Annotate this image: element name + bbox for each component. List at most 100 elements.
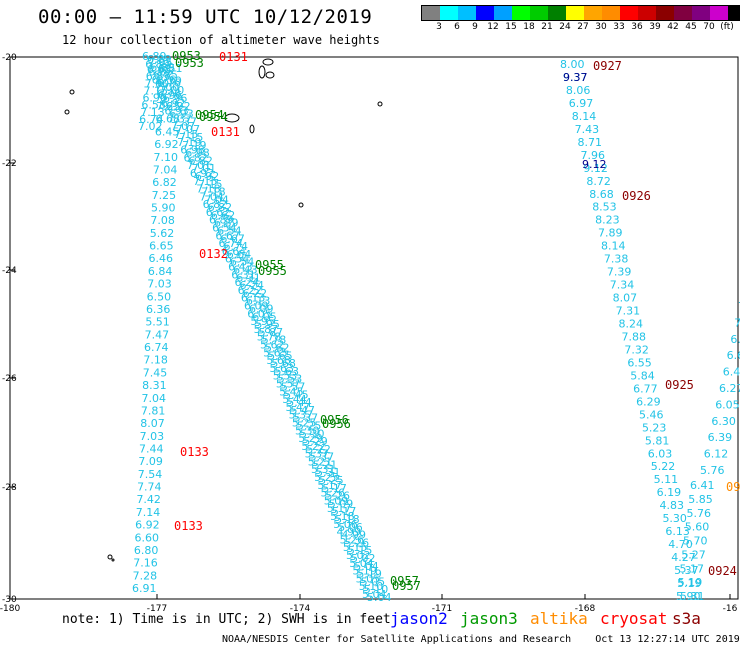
- wave-height-value: 8.07: [140, 417, 165, 430]
- highlight-value: 9.37: [563, 71, 588, 84]
- wave-height-value: 6.54: [217, 225, 242, 238]
- footer-note: note: 1) Time is in UTC; 2) SWH is in fe…: [62, 612, 391, 627]
- colorbar-swatch: [548, 6, 566, 20]
- island-outline: [258, 65, 266, 79]
- wave-height-value: 5.62: [260, 338, 285, 351]
- wave-height-value: 6.74: [144, 341, 169, 354]
- wave-height-value: 6.51: [158, 62, 183, 75]
- wave-height-value: 6.09: [244, 300, 269, 313]
- lat-label: -20: [2, 53, 17, 63]
- wave-height-value: 5.15: [343, 541, 368, 554]
- wave-height-value: 6.13: [665, 525, 690, 538]
- colorbar-label: 3: [436, 22, 442, 32]
- wave-height-value: 6.22: [238, 284, 262, 297]
- wave-height-value: 6.82: [208, 201, 233, 214]
- wave-height-value: 5.10: [359, 580, 384, 593]
- wave-height-value: 6.43: [233, 264, 258, 277]
- wave-height-value: 7.15: [193, 175, 218, 188]
- island-outline: [64, 109, 70, 115]
- wave-height-value: 6.80: [134, 544, 159, 557]
- wave-height-value: 5.27: [681, 548, 706, 561]
- wave-height-value: 5.17: [317, 479, 342, 492]
- wave-height-value: 5.19: [357, 568, 382, 581]
- wave-height-value: 5.22: [651, 460, 676, 473]
- wave-height-value: 6.85: [148, 66, 173, 79]
- wave-height-value: 5.04: [354, 560, 379, 573]
- wave-height-value: 5.44: [287, 396, 312, 409]
- colorbar-swatch: [566, 6, 584, 20]
- wave-height-value: 6.92: [195, 170, 220, 183]
- wave-height-value: 6.89: [150, 61, 175, 74]
- colorbar-label: 15: [505, 22, 517, 32]
- wave-height-value: 6.76: [157, 76, 182, 89]
- wave-height-value: 6.92: [190, 167, 215, 180]
- wave-height-value: 5.30: [300, 427, 325, 440]
- wave-height-value: 6.76: [152, 73, 177, 86]
- wave-height-value: 6.89: [145, 58, 170, 71]
- wave-height-value: 7.19: [177, 136, 202, 149]
- wave-height-value: 5.53: [278, 373, 303, 386]
- wave-height-value: 6.64: [222, 245, 247, 258]
- wave-height-value: 7.05: [148, 56, 173, 69]
- wave-height-value: 5.57: [281, 380, 306, 393]
- colorbar-labels: 3 6 9 12 15 18 21 24 27 30 33 36 39 42 45 70 (ft): [421, 22, 740, 34]
- wave-height-value: 6.43: [228, 261, 253, 274]
- wave-height-value: 5.46: [639, 408, 664, 421]
- pass-time-label: 0133: [180, 445, 209, 459]
- wave-height-value: 7.39: [607, 266, 632, 279]
- wave-height-value: 6.22: [243, 287, 267, 300]
- wave-height-value: 5.45: [279, 385, 304, 398]
- wave-height-value: 6.13: [246, 295, 271, 308]
- pass-time-label: 0133: [174, 519, 203, 533]
- wave-height-value: 7.25: [152, 189, 177, 202]
- wave-height-value: 7.47: [145, 328, 170, 341]
- wave-height-value: 7.81: [141, 404, 166, 417]
- wave-height-value: 7.03: [140, 430, 165, 443]
- colorbar-swatch: [476, 6, 494, 20]
- colorbar-swatch: [674, 6, 692, 20]
- wave-height-value: 5.78: [257, 331, 282, 344]
- wave-height-value: 5.25: [292, 416, 317, 429]
- wave-height-value: 5.30: [662, 512, 687, 525]
- wave-height-value: 6.89: [214, 217, 239, 230]
- wave-height-value: 5.63: [275, 365, 300, 378]
- wave-height-value: 5.62: [265, 341, 290, 354]
- mission-jason2: jason2: [390, 609, 448, 628]
- wave-height-value: 5.37: [294, 412, 319, 425]
- wave-height-value: 5.57: [276, 377, 301, 390]
- lon-label: -171: [432, 604, 452, 614]
- wave-height-value: 6.09: [249, 303, 274, 316]
- wave-height-value: 5.29: [303, 435, 328, 448]
- lat-label: -28: [2, 483, 17, 493]
- wave-height-value: 5.23: [642, 421, 667, 434]
- colorbar-label: 42: [667, 22, 679, 32]
- wave-height-value: 5.19: [677, 577, 702, 590]
- pass-time-label: 0927: [593, 59, 622, 73]
- wave-height-value: 6.83: [146, 70, 171, 83]
- wave-height-value: 5.30: [295, 424, 320, 437]
- lon-label: -16: [723, 604, 738, 614]
- wave-height-value: 7.08: [150, 214, 175, 227]
- wave-height-value: 9.12: [583, 162, 608, 175]
- wave-height-value: 7.28: [133, 569, 158, 582]
- wave-height-value: 5.17: [680, 562, 705, 575]
- wave-height-value: 5.37: [305, 448, 330, 461]
- wave-height-value: 7.00: [155, 81, 180, 94]
- island-outline: [377, 101, 383, 107]
- pass-time-label: 0131: [219, 50, 248, 64]
- wave-height-value: 7.02: [138, 120, 163, 133]
- wave-height-value: 5.02: [346, 549, 371, 562]
- map-subtitle: 12 hour collection of altimeter wave hei…: [62, 33, 380, 47]
- wave-height-value: 5.81: [645, 434, 670, 447]
- wave-height-value: 5.04: [362, 588, 387, 601]
- lat-label: -24: [2, 266, 17, 276]
- wave-height-value: 7.32: [624, 343, 649, 356]
- pass-time-label: 0926: [622, 189, 651, 203]
- wave-height-value: 7.01: [192, 162, 217, 175]
- colorbar-swatch: [656, 6, 674, 20]
- wave-height-value: 6.05: [715, 398, 740, 411]
- wave-height-value: 5.68: [271, 357, 296, 370]
- pass-time-label: 0953: [172, 49, 201, 63]
- wave-height-value: 5.29: [298, 432, 323, 445]
- wave-height-value: 6.60: [727, 349, 740, 362]
